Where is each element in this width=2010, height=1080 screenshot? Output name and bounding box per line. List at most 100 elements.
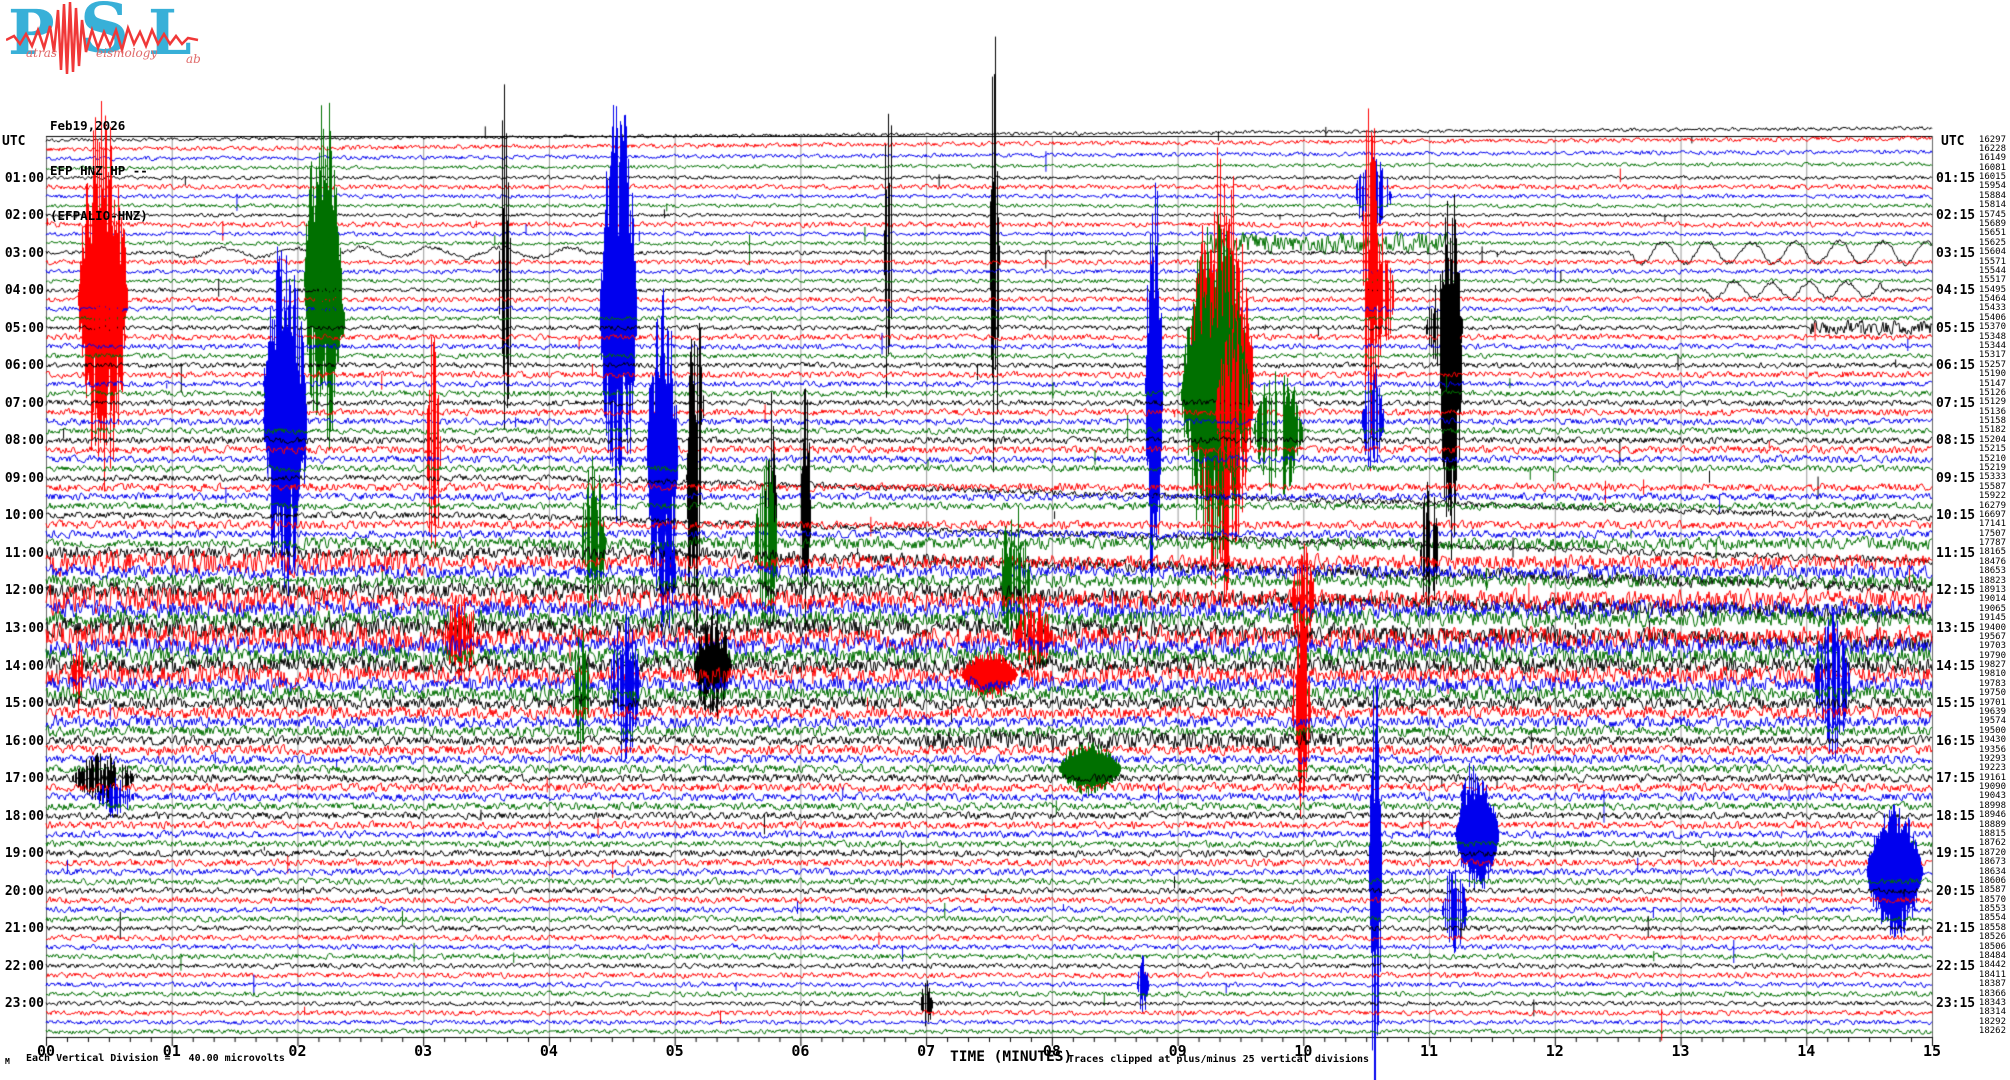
- left-time-label: 04:00: [4, 283, 44, 299]
- x-axis-title: TIME (MINUTES): [950, 1049, 1073, 1065]
- trace-end-value: 18476: [1978, 556, 2006, 567]
- right-time-label: 23:15: [1936, 996, 1976, 1012]
- right-time-label: 19:15: [1936, 846, 1976, 862]
- trace-end-value: 19356: [1978, 744, 2006, 755]
- trace-end-value: 15814: [1978, 200, 2006, 211]
- right-time-label: 21:15: [1936, 921, 1976, 937]
- trace-end-value: 15129: [1978, 397, 2006, 408]
- minute-tick-label: 09: [1168, 1042, 1187, 1060]
- trace-end-value: 15625: [1978, 237, 2006, 248]
- trace-end-value: 17787: [1978, 538, 2006, 549]
- logo-word-ab: ab: [186, 52, 201, 66]
- right-time-label: 06:15: [1936, 358, 1976, 374]
- right-time-label: 15:15: [1936, 696, 1976, 712]
- trace-end-value: 18653: [1978, 566, 2006, 577]
- trace-end-value: 18411: [1978, 969, 2006, 980]
- trace-end-value: 19783: [1978, 678, 2006, 689]
- left-time-label: 21:00: [4, 921, 44, 937]
- trace-end-value: 16279: [1978, 500, 2006, 511]
- trace-end-value: 19223: [1978, 763, 2006, 774]
- trace-end-value: 18526: [1978, 932, 2006, 943]
- trace-end-value: 19567: [1978, 631, 2006, 642]
- trace-end-value: 19827: [1978, 660, 2006, 671]
- right-time-label: 20:15: [1936, 883, 1976, 899]
- right-time-label: 08:15: [1936, 433, 1976, 449]
- left-time-label: 03:00: [4, 245, 44, 261]
- trace-end-value: 19043: [1978, 791, 2006, 802]
- trace-end-value: 18762: [1978, 838, 2006, 849]
- trace-end-value: 18314: [1978, 1007, 2006, 1018]
- trace-end-value: 15204: [1978, 434, 2006, 445]
- right-time-label: 01:15: [1936, 170, 1976, 186]
- logo-letter-p: P: [8, 0, 55, 69]
- trace-end-value: 19639: [1978, 706, 2006, 717]
- trace-end-value: 15182: [1978, 425, 2006, 436]
- trace-end-value: 19065: [1978, 603, 2006, 614]
- header-channel: EFP HNZ HP --: [50, 163, 148, 178]
- left-time-label: 09:00: [4, 470, 44, 486]
- trace-end-value: 18913: [1978, 584, 2006, 595]
- trace-end-value: 18165: [1978, 547, 2006, 558]
- trace-end-value: 18634: [1978, 866, 2006, 877]
- trace-end-value: 15348: [1978, 331, 2006, 342]
- right-time-label: 07:15: [1936, 395, 1976, 411]
- header-station: (EFPALIO-HNZ): [50, 208, 148, 223]
- psl-logo: P S L atras eismology ab: [6, 0, 206, 80]
- minute-tick-label: 14: [1797, 1042, 1816, 1060]
- trace-end-value: 19810: [1978, 669, 2006, 680]
- trace-end-value: 19790: [1978, 650, 2006, 661]
- trace-end-value: 18506: [1978, 941, 2006, 952]
- right-time-label: 22:15: [1936, 958, 1976, 974]
- trace-end-value: 15495: [1978, 284, 2006, 295]
- trace-end-value: 18606: [1978, 875, 2006, 886]
- minute-tick-label: 13: [1671, 1042, 1690, 1060]
- left-time-label: 10:00: [4, 508, 44, 524]
- right-time-label: 16:15: [1936, 733, 1976, 749]
- trace-end-value: 18946: [1978, 810, 2006, 821]
- minute-tick-label: 00: [36, 1042, 56, 1060]
- right-time-label: 09:15: [1936, 470, 1976, 486]
- left-time-label: 22:00: [4, 958, 44, 974]
- left-time-label: 11:00: [4, 545, 44, 561]
- vertical-scale-note: Each Vertical Division = 40.00 microvolt…: [26, 1053, 285, 1064]
- minute-tick-label: 15: [1922, 1042, 1942, 1060]
- left-time-label: 23:00: [4, 996, 44, 1012]
- left-time-label: 07:00: [4, 395, 44, 411]
- clip-note: Traces clipped at plus/minus 25 vertical…: [1068, 1054, 1370, 1065]
- trace-end-value: 15517: [1978, 275, 2006, 286]
- minute-tick-label: 06: [791, 1042, 810, 1060]
- right-time-label: 17:15: [1936, 771, 1976, 787]
- trace-end-value: 15317: [1978, 350, 2006, 361]
- trace-end-value: 16081: [1978, 162, 2006, 173]
- trace-end-value: 15922: [1978, 491, 2006, 502]
- trace-end-value: 18554: [1978, 913, 2006, 924]
- header-date: Feb19,2026: [50, 118, 126, 133]
- trace-end-value: 19500: [1978, 725, 2006, 736]
- trace-end-value: 18673: [1978, 857, 2006, 868]
- trace-end-value: 15954: [1978, 181, 2006, 192]
- trace-end-value: 18570: [1978, 894, 2006, 905]
- trace-end-value: 18366: [1978, 988, 2006, 999]
- left-time-label: 14:00: [4, 658, 44, 674]
- left-time-label: 08:00: [4, 433, 44, 449]
- trace-end-value: 15587: [1978, 481, 2006, 492]
- trace-end-value: 15370: [1978, 322, 2006, 333]
- trace-end-value: 19145: [1978, 613, 2006, 624]
- utc-label-left: UTC: [2, 134, 26, 149]
- trace-end-value: 16228: [1978, 143, 2006, 154]
- minute-tick-label: 03: [414, 1042, 433, 1060]
- right-time-label: 18:15: [1936, 808, 1976, 824]
- left-time-label: 13:00: [4, 621, 44, 637]
- plot-header: Feb19,2026 EFP HNZ HP -- (EFPALIO-HNZ): [50, 88, 148, 238]
- trace-end-value: 19400: [1978, 622, 2006, 633]
- right-time-label: 13:15: [1936, 621, 1976, 637]
- right-time-label: 10:15: [1936, 508, 1976, 524]
- trace-end-value: 19430: [1978, 735, 2006, 746]
- trace-end-value: 18558: [1978, 922, 2006, 933]
- trace-end-value: 19703: [1978, 641, 2006, 652]
- trace-end-value: 15651: [1978, 228, 2006, 239]
- right-time-label: 12:15: [1936, 583, 1976, 599]
- left-time-label: 18:00: [4, 808, 44, 824]
- trace-end-value: 15745: [1978, 209, 2006, 220]
